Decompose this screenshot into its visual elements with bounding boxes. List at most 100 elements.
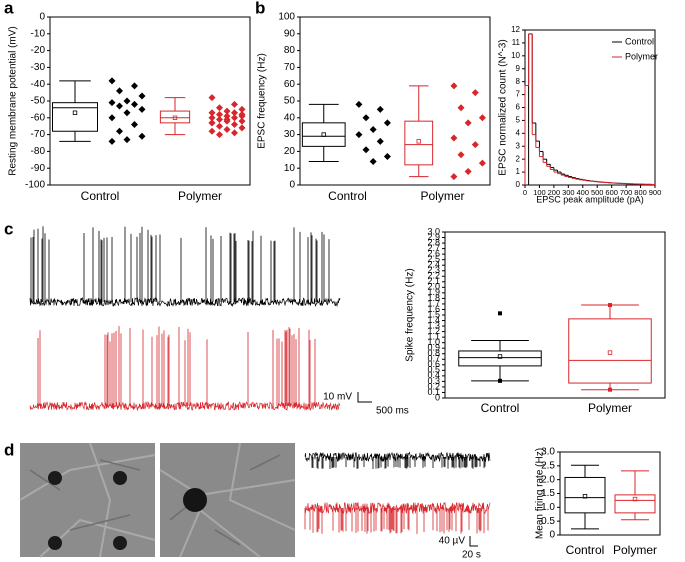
electrode <box>113 536 127 550</box>
y-tick-label: 2.2 <box>427 271 440 281</box>
x-tick-label: 0 <box>523 188 527 197</box>
box <box>159 110 191 124</box>
y-tick-label: 0.8 <box>427 348 440 358</box>
y-tick-label: 0.5 <box>541 516 555 527</box>
x-tick-label: 800 <box>634 188 647 197</box>
panel-label: b <box>255 0 265 17</box>
outlier <box>498 311 502 316</box>
y-tick-label: 1.0 <box>541 502 555 513</box>
y-tick-label: 1 <box>516 167 521 176</box>
y-tick-label: 0 <box>549 530 555 541</box>
y-tick-label: 3.0 <box>541 447 555 458</box>
trace <box>29 297 341 308</box>
panel-label: c <box>4 219 13 238</box>
electrode <box>48 536 62 550</box>
data-point <box>223 107 231 115</box>
y-tick-label: -60 <box>31 112 46 123</box>
whisker-high <box>308 103 339 123</box>
data-point <box>238 112 246 120</box>
x-tick-label: 700 <box>620 188 633 197</box>
y-tick-label: -100 <box>25 180 45 191</box>
whisker-high <box>621 470 649 495</box>
y-tick-label: 11 <box>512 38 521 47</box>
whisker-high <box>409 85 429 122</box>
data-point <box>464 119 472 127</box>
y-tick-label: 7 <box>516 90 521 99</box>
data-point <box>216 110 223 118</box>
y-tick-label: -10 <box>31 28 46 39</box>
data-point <box>450 134 458 142</box>
y-tick-label: 8 <box>516 77 521 86</box>
data-point <box>208 94 216 102</box>
plot-frame <box>49 16 251 186</box>
micrograph-1 <box>19 442 156 558</box>
y-tick-label: 1.3 <box>427 320 440 330</box>
data-point <box>216 115 223 123</box>
data-point <box>238 105 246 113</box>
data-point <box>231 109 238 117</box>
whisker-low <box>409 164 429 178</box>
x-tick-label: 900 <box>649 188 662 197</box>
scale-label: 500 ms <box>376 406 409 417</box>
data-point <box>457 151 465 159</box>
y-tick-label: 3 <box>516 141 521 150</box>
y-tick-label: 5 <box>516 116 521 125</box>
mean <box>416 139 421 144</box>
y-tick-label: 2.5 <box>427 254 440 264</box>
y-axis-label: Mean firing rate (Hz) <box>535 448 546 539</box>
y-axis-label: Resting membrane potential (mV) <box>8 26 19 176</box>
y-tick-label: -30 <box>31 62 46 73</box>
x-axis-label: EPSC peak amplitude (pA) <box>536 194 644 204</box>
y-tick-label: 2.0 <box>541 474 555 485</box>
data-point <box>231 100 238 108</box>
y-tick-label: 1.5 <box>541 488 555 499</box>
box <box>52 102 98 132</box>
data-point <box>231 129 238 137</box>
y-tick-label: 100 <box>278 12 295 23</box>
y-tick-label: 12 <box>511 25 520 34</box>
data-point <box>216 131 223 139</box>
data-point <box>116 127 123 135</box>
data-point <box>450 82 458 90</box>
data-point <box>362 114 370 122</box>
y-tick-label: 60 <box>284 79 296 90</box>
mean <box>172 115 178 120</box>
data-point <box>108 137 116 145</box>
y-tick-label: 70 <box>284 62 296 73</box>
electrode <box>183 488 207 512</box>
y-axis-label: Spike frequency (Hz) <box>405 268 416 361</box>
data-point <box>123 97 131 105</box>
data-point <box>208 114 216 122</box>
spikes <box>30 226 330 302</box>
x-tick-label: 100 <box>533 188 546 197</box>
y-tick-label: 2.7 <box>427 243 440 253</box>
data-point <box>208 119 216 127</box>
y-tick-label: 0.3 <box>427 376 440 386</box>
spikes <box>37 326 316 406</box>
y-axis-label: EPSC normalized count (N^-3) <box>498 39 509 175</box>
y-tick-label: 1.8 <box>427 293 440 303</box>
y-tick-label: 1.5 <box>427 309 440 319</box>
outlier <box>608 387 612 392</box>
data-point <box>123 109 131 117</box>
y-tick-label: 9 <box>516 64 521 73</box>
y-tick-label: 0.4 <box>427 370 440 380</box>
y-axis-label: EPSC frequency (Hz) <box>257 53 268 149</box>
data-point <box>355 131 363 139</box>
y-tick-label: 90 <box>284 28 296 39</box>
y-tick-label: 2.5 <box>541 460 555 471</box>
mean <box>497 354 503 359</box>
data-point <box>355 100 363 108</box>
whisker-high <box>581 304 639 319</box>
data-point <box>116 87 123 95</box>
y-tick-label: 3.0 <box>427 226 440 236</box>
micrograph-2 <box>159 442 296 558</box>
y-tick-label: 1.0 <box>427 337 440 347</box>
data-point <box>383 152 391 160</box>
outlier <box>498 378 502 383</box>
category-label: Control <box>566 543 605 557</box>
y-tick-label: 1.6 <box>427 304 440 314</box>
data-point <box>138 105 146 113</box>
category-label: Control <box>81 189 120 203</box>
whisker-high <box>471 339 529 351</box>
